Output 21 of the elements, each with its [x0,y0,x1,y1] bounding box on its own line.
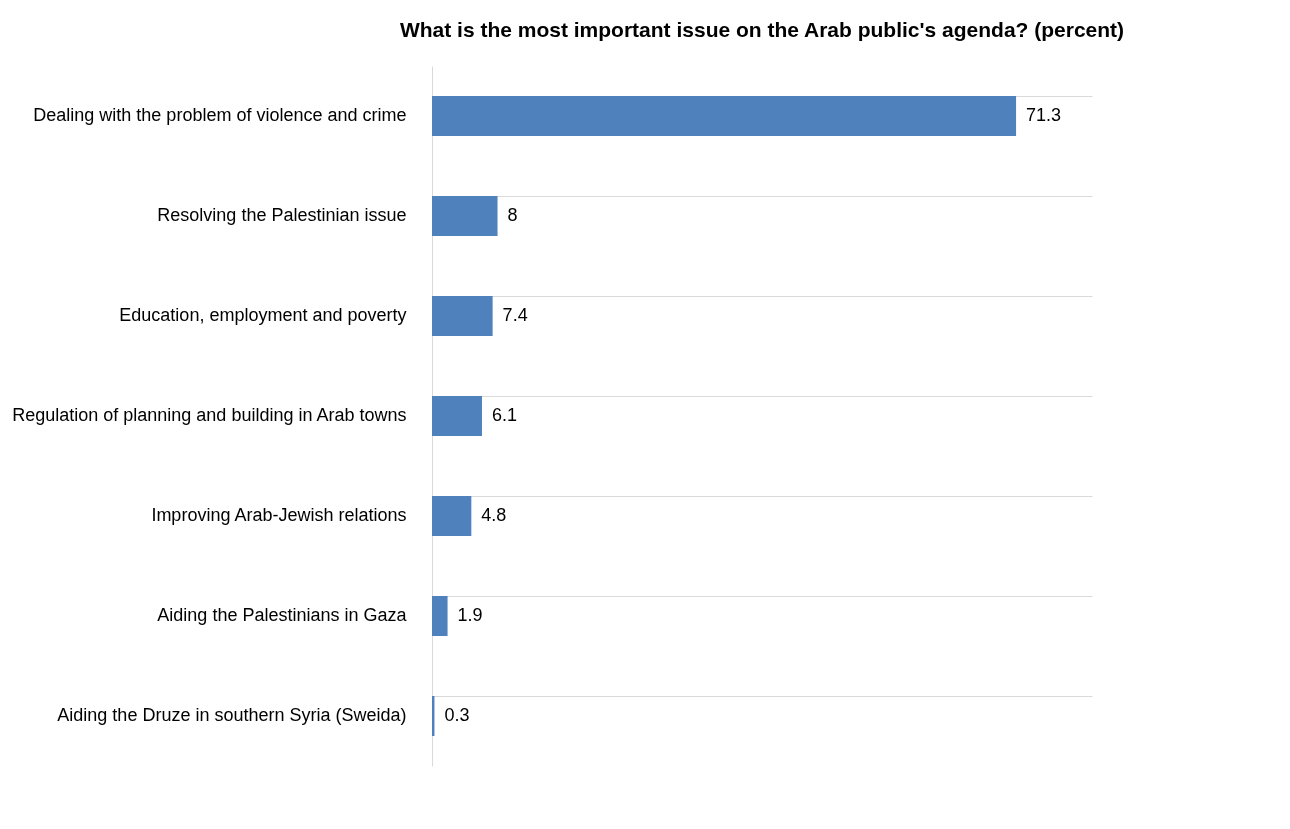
data-label: 0.3 [444,705,470,725]
data-label: 8 [507,205,518,225]
data-label: 6.1 [491,405,517,425]
y-tick-label: Education, employment and poverty [119,305,407,325]
bar [432,496,472,536]
data-label: 71.3 [1026,105,1062,125]
bar [432,396,482,436]
y-tick-label: Regulation of planning and building in Arab towns [12,405,407,425]
bar [432,96,1017,136]
data-label: 7.4 [502,305,528,325]
data-label: 4.8 [481,505,507,525]
bar [432,296,493,336]
y-tick-label: Resolving the Palestinian issue [157,205,407,225]
bar [432,596,448,636]
bar [432,196,498,236]
data-label: 1.9 [457,605,483,625]
chart-title: What is the most important issue on the Arab public's agenda? (percent) [399,18,1125,41]
y-tick-label: Aiding the Palestinians in Gaza [157,605,408,625]
y-tick-label: Dealing with the problem of violence and crime [33,105,407,125]
y-tick-label: Improving Arab-Jewish relations [151,505,407,525]
y-tick-label: Aiding the Druze in southern Syria (Sweida) [57,705,407,725]
